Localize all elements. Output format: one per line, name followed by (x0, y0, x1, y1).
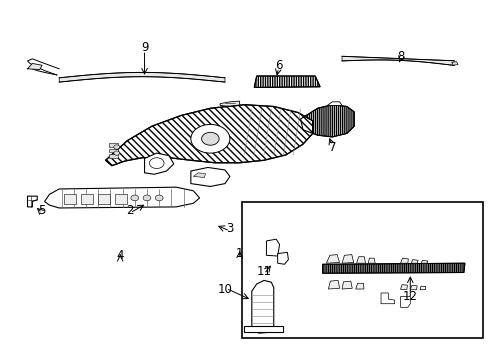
Polygon shape (251, 280, 273, 333)
Polygon shape (59, 72, 224, 82)
Circle shape (190, 125, 229, 153)
Polygon shape (400, 258, 407, 263)
Text: 7: 7 (328, 141, 335, 154)
Polygon shape (328, 280, 339, 289)
Text: 11: 11 (256, 265, 271, 278)
Polygon shape (105, 105, 312, 166)
Text: 9: 9 (141, 41, 148, 54)
Polygon shape (451, 62, 457, 65)
Polygon shape (341, 255, 353, 263)
Bar (109, 143, 118, 147)
Text: 12: 12 (402, 290, 417, 303)
Polygon shape (266, 239, 279, 256)
Circle shape (114, 151, 120, 155)
Bar (98, 194, 110, 204)
Polygon shape (419, 286, 425, 290)
Circle shape (143, 195, 151, 201)
Polygon shape (327, 102, 341, 105)
Text: 3: 3 (226, 222, 233, 235)
Bar (64, 194, 76, 204)
Polygon shape (355, 283, 363, 289)
Text: 10: 10 (217, 283, 232, 296)
Circle shape (201, 132, 219, 145)
Polygon shape (27, 196, 37, 207)
Polygon shape (409, 285, 416, 290)
Polygon shape (144, 153, 173, 174)
Polygon shape (190, 167, 229, 186)
Polygon shape (367, 258, 374, 263)
Polygon shape (341, 281, 351, 289)
Text: 2: 2 (126, 204, 133, 217)
Polygon shape (420, 260, 427, 263)
Polygon shape (380, 293, 394, 304)
Polygon shape (356, 257, 365, 263)
Polygon shape (322, 263, 464, 273)
Circle shape (131, 195, 139, 201)
Text: 6: 6 (274, 59, 282, 72)
Polygon shape (410, 260, 417, 263)
Circle shape (149, 158, 163, 168)
Text: 4: 4 (116, 249, 123, 262)
Bar (81, 194, 93, 204)
Bar (109, 149, 118, 152)
Bar (109, 154, 118, 158)
Text: 5: 5 (39, 204, 46, 217)
Text: 8: 8 (396, 50, 404, 63)
Circle shape (155, 195, 163, 201)
Polygon shape (300, 105, 353, 137)
Polygon shape (341, 56, 453, 66)
Polygon shape (220, 101, 239, 107)
Polygon shape (254, 76, 320, 87)
Polygon shape (400, 285, 407, 289)
Polygon shape (326, 255, 339, 263)
Text: 1: 1 (235, 247, 243, 260)
Polygon shape (44, 187, 199, 208)
Polygon shape (244, 326, 282, 332)
Bar (242, 202, 483, 338)
Polygon shape (277, 252, 288, 264)
Polygon shape (400, 297, 409, 307)
Circle shape (114, 145, 120, 149)
Polygon shape (27, 63, 42, 69)
Bar (115, 194, 127, 204)
Polygon shape (193, 173, 205, 177)
